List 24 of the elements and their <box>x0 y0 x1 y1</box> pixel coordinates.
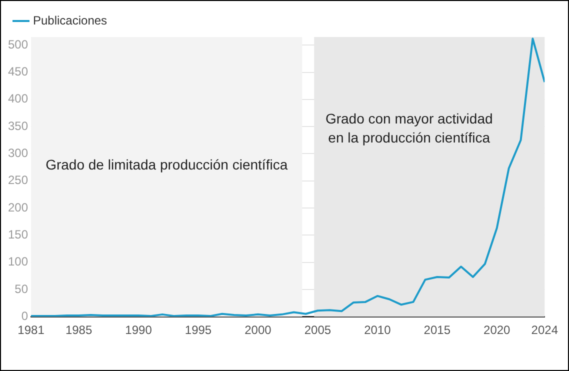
y-tick-label: 250 <box>8 173 28 188</box>
band-label: Grado de limitada producción científica <box>46 156 288 172</box>
x-tick-label: 2010 <box>364 323 392 338</box>
y-tick-label: 350 <box>8 118 28 133</box>
x-tick-label: 1981 <box>18 323 45 338</box>
y-tick-label: 0 <box>21 308 28 323</box>
x-tick-label: 2015 <box>424 323 451 338</box>
x-tick-label: 2000 <box>244 323 272 338</box>
y-tick-label: 300 <box>8 146 28 160</box>
y-tick-label: 450 <box>8 64 28 79</box>
y-tick-label: 100 <box>8 254 28 269</box>
x-tick-label: 1995 <box>184 323 212 338</box>
y-tick-label: 200 <box>8 200 28 214</box>
legend-label: Publicaciones <box>33 13 108 28</box>
y-tick-label: 400 <box>8 92 28 106</box>
y-tick-label: 150 <box>8 227 28 242</box>
x-tick-label: 2020 <box>484 323 511 338</box>
band-label: Grado con mayor actividad en la producción científica <box>325 110 493 146</box>
x-tick-label: 1990 <box>125 323 152 338</box>
x-tick-label: 2005 <box>304 323 332 338</box>
x-tick-label: 1985 <box>65 323 92 338</box>
y-tick-label: 500 <box>8 37 28 52</box>
x-tick-label: 2024 <box>531 323 558 338</box>
y-tick-label: 50 <box>14 282 28 296</box>
